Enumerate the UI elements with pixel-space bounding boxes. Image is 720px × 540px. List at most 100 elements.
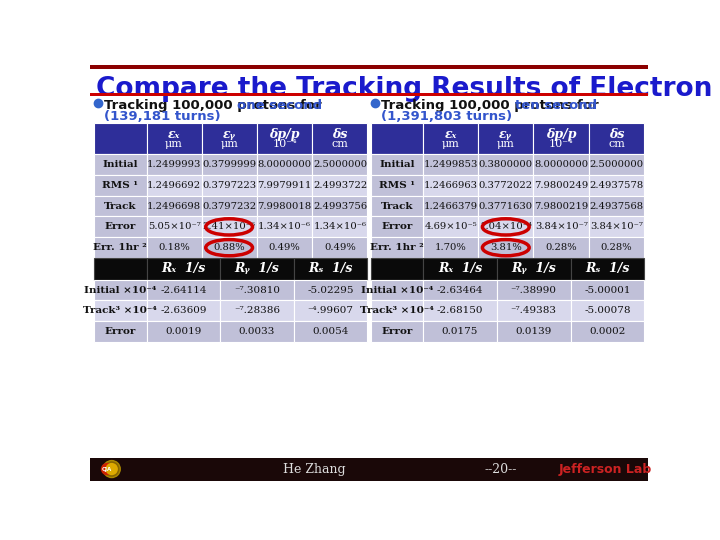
Text: 0.3771630: 0.3771630 xyxy=(479,201,533,211)
Bar xyxy=(202,237,256,258)
Bar xyxy=(423,237,478,258)
Bar xyxy=(478,195,534,217)
Bar xyxy=(423,175,478,195)
Bar xyxy=(534,195,589,217)
Text: Error: Error xyxy=(381,222,413,231)
Bar xyxy=(423,217,478,237)
Bar xyxy=(147,123,202,154)
Bar xyxy=(94,237,147,258)
Bar xyxy=(147,237,202,258)
Text: one second: one second xyxy=(238,99,323,112)
Text: 0.0175: 0.0175 xyxy=(442,327,478,336)
Text: 2.5000000: 2.5000000 xyxy=(313,160,367,169)
Text: -5.00001: -5.00001 xyxy=(584,286,631,294)
Text: 1.2499853: 1.2499853 xyxy=(423,160,478,169)
Text: -5.02295: -5.02295 xyxy=(307,286,354,294)
Text: Track³ ×10⁻⁴: Track³ ×10⁻⁴ xyxy=(84,306,157,315)
Bar xyxy=(256,237,312,258)
Bar xyxy=(589,195,644,217)
Text: 0.28%: 0.28% xyxy=(545,243,577,252)
Bar xyxy=(90,92,648,96)
Bar xyxy=(371,237,423,258)
Bar xyxy=(371,154,423,175)
Bar xyxy=(256,195,312,217)
Text: -2.68150: -2.68150 xyxy=(437,306,483,315)
Text: 10⁻⁴: 10⁻⁴ xyxy=(272,139,297,149)
Bar xyxy=(94,300,147,321)
Bar xyxy=(423,300,497,321)
Bar xyxy=(147,280,220,300)
Bar xyxy=(147,195,202,217)
Bar xyxy=(423,195,478,217)
Bar xyxy=(534,154,589,175)
Bar xyxy=(94,154,147,175)
Text: cm: cm xyxy=(608,139,625,149)
Text: 1.34×10⁻⁶: 1.34×10⁻⁶ xyxy=(258,222,311,231)
Text: 8.0000000: 8.0000000 xyxy=(534,160,588,169)
Text: 0.0139: 0.0139 xyxy=(516,327,552,336)
Text: 1.34×10⁻⁶: 1.34×10⁻⁶ xyxy=(313,222,366,231)
Bar xyxy=(497,280,570,300)
Bar xyxy=(478,154,534,175)
Text: δs: δs xyxy=(609,127,624,140)
Bar xyxy=(371,321,423,342)
Text: 1.70%: 1.70% xyxy=(435,243,467,252)
Bar xyxy=(534,217,589,237)
Text: 0.3799999: 0.3799999 xyxy=(202,160,256,169)
Bar xyxy=(478,217,534,237)
Bar xyxy=(94,175,147,195)
Bar xyxy=(294,300,367,321)
Bar xyxy=(294,280,367,300)
Text: 0.3797232: 0.3797232 xyxy=(202,201,256,211)
Bar xyxy=(312,154,367,175)
Bar xyxy=(371,175,423,195)
Bar xyxy=(147,258,220,280)
Text: Track: Track xyxy=(381,201,413,211)
Bar xyxy=(371,280,423,300)
Circle shape xyxy=(101,463,113,475)
Bar xyxy=(312,175,367,195)
Bar xyxy=(534,123,589,154)
Bar xyxy=(497,321,570,342)
Text: Initial ×10⁻⁴: Initial ×10⁻⁴ xyxy=(84,286,156,294)
Bar xyxy=(478,175,534,195)
Bar xyxy=(256,217,312,237)
Text: 0.49%: 0.49% xyxy=(269,243,300,252)
Text: ⁻⁷.49383: ⁻⁷.49383 xyxy=(510,306,557,315)
Text: CJA: CJA xyxy=(102,467,112,471)
Bar xyxy=(220,300,294,321)
Text: Tracking 100,000 protons for: Tracking 100,000 protons for xyxy=(104,99,326,112)
Text: 5.05×10⁻⁷: 5.05×10⁻⁷ xyxy=(148,222,200,231)
Bar xyxy=(312,195,367,217)
Text: ⁻⁴.99607: ⁻⁴.99607 xyxy=(307,306,354,315)
Text: Track: Track xyxy=(104,201,137,211)
Bar xyxy=(294,258,367,280)
Circle shape xyxy=(106,463,118,475)
Circle shape xyxy=(103,461,120,477)
Text: εₓ: εₓ xyxy=(444,127,457,140)
Bar xyxy=(94,217,147,237)
Bar xyxy=(497,300,570,321)
Text: 1.2499993: 1.2499993 xyxy=(147,160,202,169)
Bar xyxy=(423,280,497,300)
Text: Rᵧ  1/s: Rᵧ 1/s xyxy=(235,262,279,275)
Text: Rₛ  1/s: Rₛ 1/s xyxy=(585,262,629,275)
Text: 1.2466963: 1.2466963 xyxy=(424,181,478,190)
Bar xyxy=(147,154,202,175)
Text: Rₓ  1/s: Rₓ 1/s xyxy=(161,262,205,275)
Text: (139,181 turns): (139,181 turns) xyxy=(104,110,220,123)
Text: 0.3772022: 0.3772022 xyxy=(479,181,533,190)
Bar xyxy=(256,123,312,154)
Text: Initial: Initial xyxy=(102,160,138,169)
Bar xyxy=(256,175,312,195)
Text: ⁻⁷.28386: ⁻⁷.28386 xyxy=(234,306,280,315)
Bar xyxy=(202,175,256,195)
Bar xyxy=(90,457,648,481)
Bar xyxy=(371,258,423,280)
Text: ten second: ten second xyxy=(515,99,597,112)
Text: -2.63609: -2.63609 xyxy=(160,306,207,315)
Text: 7.9800219: 7.9800219 xyxy=(534,201,588,211)
Bar xyxy=(294,321,367,342)
Text: 0.3800000: 0.3800000 xyxy=(479,160,533,169)
Text: Rₛ  1/s: Rₛ 1/s xyxy=(308,262,353,275)
